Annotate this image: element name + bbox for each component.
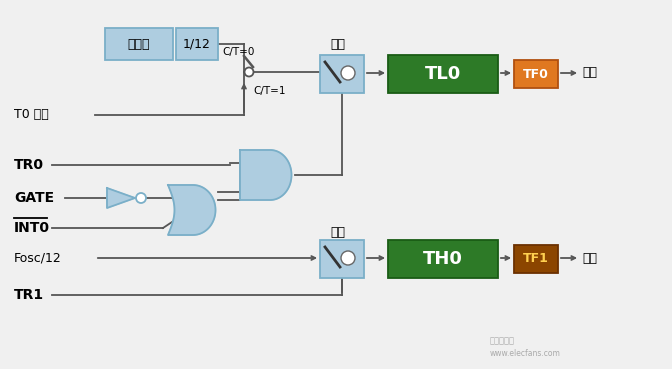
Text: TR0: TR0 [14, 158, 44, 172]
Polygon shape [107, 188, 135, 208]
Text: TF1: TF1 [523, 252, 549, 266]
Text: 中断: 中断 [582, 252, 597, 265]
Circle shape [341, 251, 355, 265]
FancyBboxPatch shape [176, 28, 218, 60]
Circle shape [136, 193, 146, 203]
FancyBboxPatch shape [320, 240, 364, 278]
FancyBboxPatch shape [514, 60, 558, 88]
Text: 控制: 控制 [330, 38, 345, 51]
Text: C/T=0: C/T=0 [222, 47, 255, 57]
FancyBboxPatch shape [105, 28, 173, 60]
Text: TR1: TR1 [14, 288, 44, 302]
Circle shape [341, 66, 355, 80]
Text: www.elecfans.com: www.elecfans.com [490, 349, 561, 358]
Text: C/T=1: C/T=1 [253, 86, 286, 96]
Text: TH0: TH0 [423, 250, 463, 268]
FancyBboxPatch shape [320, 55, 364, 93]
FancyBboxPatch shape [514, 245, 558, 273]
Text: GATE: GATE [14, 191, 54, 205]
Text: 1/12: 1/12 [183, 38, 211, 51]
Text: 电子发烧友: 电子发烧友 [490, 336, 515, 345]
Text: INT0: INT0 [14, 221, 50, 235]
Text: TF0: TF0 [523, 68, 549, 80]
Circle shape [245, 68, 253, 76]
Text: T0 引脚: T0 引脚 [14, 108, 49, 121]
Text: 震荡器: 震荡器 [128, 38, 151, 51]
Polygon shape [240, 150, 292, 200]
Text: 控制: 控制 [330, 225, 345, 238]
Polygon shape [168, 185, 216, 235]
Text: Fosc/12: Fosc/12 [14, 252, 62, 265]
FancyBboxPatch shape [388, 55, 498, 93]
Text: TL0: TL0 [425, 65, 461, 83]
FancyBboxPatch shape [388, 240, 498, 278]
Text: 中断: 中断 [582, 66, 597, 79]
